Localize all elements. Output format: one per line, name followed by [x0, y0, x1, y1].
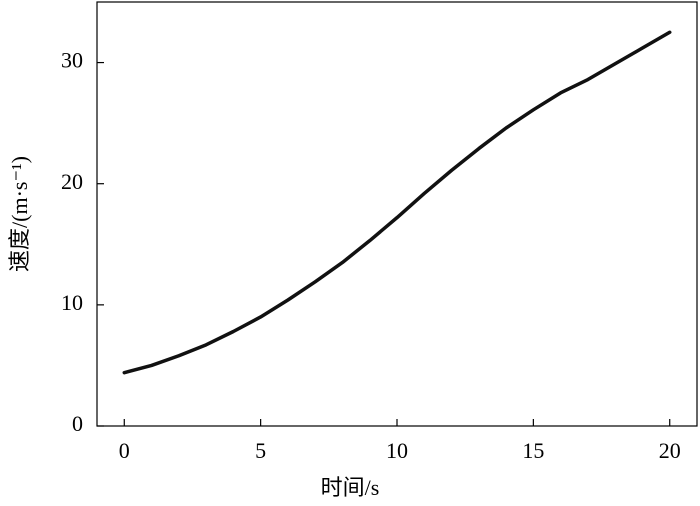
x-tick-label: 5 — [255, 438, 266, 463]
data-line — [122, 30, 672, 375]
y-tick-label: 30 — [61, 48, 83, 73]
y-axis-label: 速度/(m·s⁻¹) — [7, 156, 32, 272]
y-tick-label: 0 — [72, 411, 83, 436]
x-tick-label: 15 — [522, 438, 544, 463]
x-tick-label: 10 — [386, 438, 408, 463]
y-tick-label: 10 — [61, 290, 83, 315]
x-axis-label: 时间/s — [321, 475, 380, 500]
y-tick-label: 20 — [61, 169, 83, 194]
x-tick-label: 0 — [119, 438, 130, 463]
plot-frame — [96, 1, 698, 427]
x-tick-label: 20 — [659, 438, 681, 463]
